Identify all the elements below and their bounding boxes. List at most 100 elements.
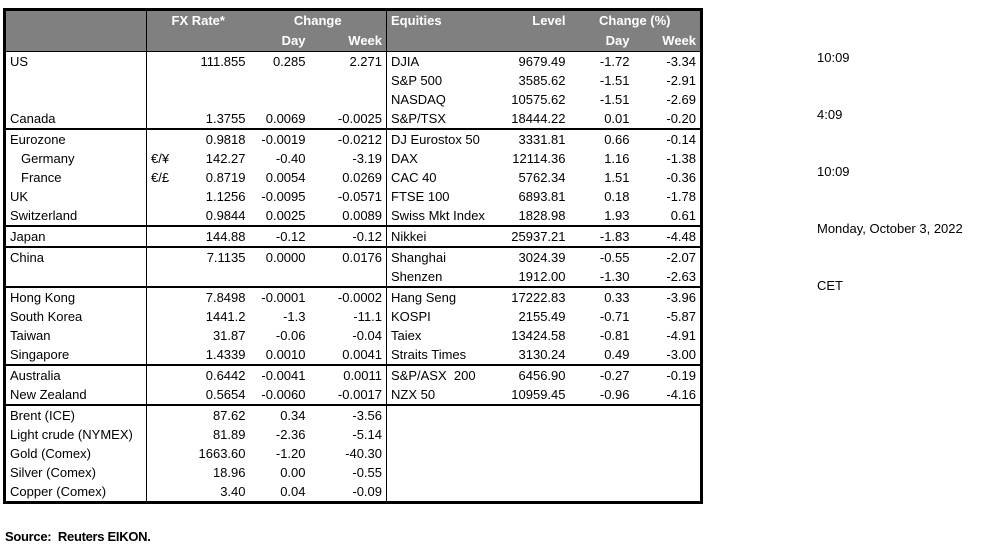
fx-week-cell: -0.0571 [309,187,388,206]
fx-country-cell: China [4,247,147,267]
equity-name-cell [387,444,497,463]
equity-name-cell: Swiss Mkt Index [386,206,497,227]
equity-name-cell [387,405,497,425]
equity-name-cell: Shanghai [391,250,446,265]
fx-day-cell: -0.40 [275,151,306,166]
fx-day-cell: 0.0025 [249,206,310,227]
fx-country-cell: Silver (Comex) [4,463,147,482]
fx-country-cell: France [4,168,147,187]
eq-day-cell: -1.72 [599,54,630,69]
eq-name-header-spacer [386,31,497,52]
table-row: Copper (Comex) 3.40 0.04 -0.09 [4,482,702,503]
fx-rate-value: 7.1135 [206,250,246,265]
fx-week-header: Week [309,31,388,52]
eq-day-cell [570,444,634,463]
eq-day-cell: -1.83 [569,226,634,248]
fx-rate-cell: 7.8498 [147,287,250,307]
fx-day-cell [250,71,310,90]
eq-week-cell [634,405,702,425]
eq-day-cell [570,463,634,482]
equities-header: Equities [386,9,497,31]
fx-day-cell: -0.0001 [261,290,306,305]
fx-week-cell: -0.09 [309,482,388,503]
fx-week-cell: 0.0041 [309,345,388,366]
fx-week-cell: -0.0017 [309,385,388,406]
table-row: Brent (ICE) 87.62 0.34 -3.56 [4,405,702,425]
fx-country-cell: Germany [4,149,147,168]
eq-week-cell: -3.96 [666,290,697,305]
fx-day-cell [249,267,310,288]
fx-day-cell: 0.0069 [249,109,310,130]
table-row: Light crude (NYMEX) 81.89 -2.36 -5.14 [4,425,702,444]
eq-day-cell [570,405,634,425]
eq-week-cell: -1.78 [666,189,697,204]
equity-name-cell [387,463,497,482]
eq-level-cell [497,444,570,463]
eq-week-cell: -0.19 [666,368,697,383]
fx-rate-value: 81.89 [212,427,246,442]
fx-rate-cell: 18.96 [147,463,250,482]
fx-week-cell: -40.30 [309,444,388,463]
source-line: Source: Reuters EIKON. [5,529,151,544]
footnotes: Source: Reuters EIKON. * FX Rate for USD… [5,492,638,545]
eq-level-cell: 3130.24 [496,345,570,366]
eq-level-cell: 10575.62 [511,92,566,107]
eq-week-cell: -4.16 [633,385,702,406]
equity-name-cell: Shenzen [386,267,497,288]
eq-day-cell: -0.96 [569,385,634,406]
fx-country-cell [4,71,147,90]
table-row: Gold (Comex) 1663.60 -1.20 -40.30 [4,444,702,463]
fx-week-cell: -5.14 [309,425,388,444]
fx-rate-value: 7.8498 [205,290,246,305]
fx-country-cell: South Korea [4,307,147,326]
fx-rate-value: 1441.2 [205,309,246,324]
eq-day-cell: 0.49 [569,345,634,366]
fx-country-cell: Canada [4,109,147,130]
fx-week-cell: -3.19 [309,149,388,168]
fx-rate-cell: 0.5654 [146,385,250,406]
fx-rate-value: 1.4339 [205,347,246,362]
eq-change-header: Change (%) [569,9,702,31]
fx-rate-cell: €/£ 0.8719 [147,168,250,187]
equity-name-cell: DJIA [391,54,420,69]
eq-week-cell: -1.38 [666,151,697,166]
level-header: Level [496,9,570,31]
fx-week-cell [309,71,388,90]
header-row-sub: Day Week Day Week [4,31,702,52]
table-row: Hong Kong 7.8498 -0.0001 -0.0002 Hang Seng 17… [4,287,702,307]
eq-level-cell: 25937.21 [496,226,570,248]
eq-day-cell: 1.16 [604,151,630,166]
equity-name-cell: KOSPI [391,309,431,324]
timestamp-line: 10:09 [817,50,850,65]
table-row: Japan 144.88 -0.12 -0.12 Nikkei 25937.21 -1.83… [4,226,702,248]
eq-week-cell: -5.87 [666,309,697,324]
fx-country-cell [4,90,147,109]
fx-country-cell: Australia [4,365,147,385]
fx-rate-header: FX Rate* [146,9,250,31]
fx-week-cell: 0.0269 [309,168,388,187]
fx-day-cell: 0.34 [280,408,306,423]
fx-day-cell: 0.00 [280,465,306,480]
fx-day-cell [250,90,310,109]
fx-rate-cell [146,267,250,288]
fx-day-cell: -0.0060 [249,385,310,406]
eq-day-header: Day [569,31,634,52]
eq-week-cell: 0.61 [633,206,702,227]
table-row: Eurozone 0.9818 -0.0019 -0.0212 DJ Eurostox … [4,129,702,149]
fx-rate-value: 1.3755 [205,111,246,126]
eq-day-cell: 0.33 [604,290,630,305]
fx-rate-cell: 0.9818 [147,129,250,149]
eq-level-cell: 5762.34 [518,170,566,185]
fx-rate-cell: 1.3755 [146,109,250,130]
equity-name-cell: NZX 50 [386,385,497,406]
eq-level-cell: 3024.39 [518,250,566,265]
fx-rate-cell [147,90,250,109]
eq-week-cell: -4.48 [633,226,702,248]
fx-rate-cell: 0.6442 [147,365,250,385]
table-row: Shenzen 1912.00 -1.30 -2.63 [4,267,702,288]
fx-rate-cell: 1663.60 [147,444,250,463]
table-row: China 7.1135 0.0000 0.0176 Shanghai 3024.39 -0… [4,247,702,267]
fx-week-cell: -0.55 [309,463,388,482]
fx-day-cell: -1.3 [283,309,306,324]
